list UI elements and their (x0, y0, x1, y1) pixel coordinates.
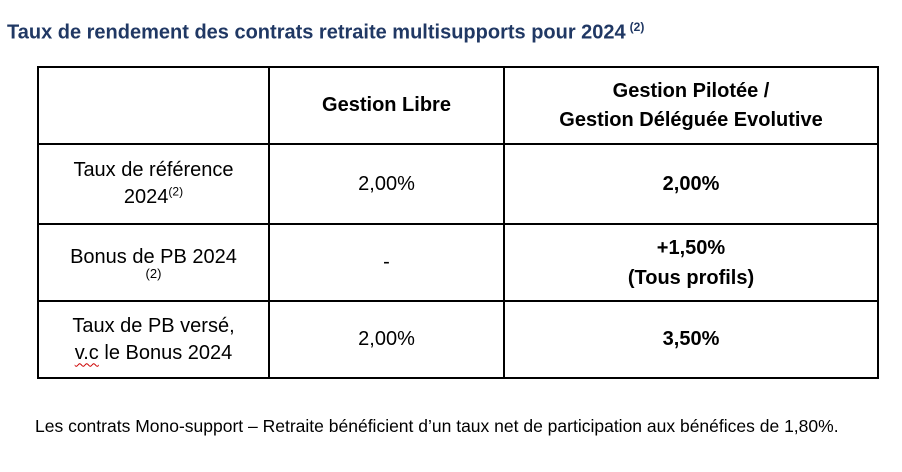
table-header-row: Gestion Libre Gestion Pilotée / Gestion … (37, 66, 879, 145)
row-label-line2-rest: le Bonus 2024 (104, 341, 233, 364)
row-label-line1: Taux de PB versé, (72, 314, 235, 337)
page-title: Taux de rendement des contrats retraite … (7, 20, 644, 45)
empty-corner-cell (37, 66, 270, 145)
row-label-taux-reference: Taux de référence 2024(2) (37, 143, 270, 225)
value-taux-reference-gestion-libre: 2,00% (268, 143, 505, 225)
row-label-line2: 2024 (123, 186, 169, 208)
value-bonus-line1: +1,50% (656, 236, 726, 259)
page-title-footnote-marker: (2) (629, 20, 645, 34)
column-header-gestion-pilotee: Gestion Pilotée / Gestion Déléguée Evolu… (503, 66, 879, 145)
row-label-line1: Bonus de PB 2024 (70, 246, 237, 268)
row-label-footnote-marker: (2) (145, 266, 162, 281)
row-label-taux-pb-verse: Taux de PB versé, v.c le Bonus 2024 (37, 300, 270, 379)
column-header-gestion-pilotee-line1: Gestion Pilotée / (612, 79, 770, 102)
table-row-taux-reference: Taux de référence 2024(2) 2,00% 2,00% (37, 143, 879, 225)
table-row-taux-pb-verse: Taux de PB versé, v.c le Bonus 2024 2,00… (37, 300, 879, 379)
page-title-text: Taux de rendement des contrats retraite … (7, 21, 626, 44)
footnote-text: Les contrats Mono-support – Retraite bén… (35, 415, 839, 436)
column-header-gestion-pilotee-line2: Gestion Déléguée Evolutive (559, 108, 823, 131)
value-taux-reference-gestion-pilotee: 2,00% (503, 143, 879, 225)
value-bonus-line2: (Tous profils) (627, 266, 755, 289)
row-label-footnote-marker: (2) (168, 184, 184, 199)
value-bonus-pb-gestion-libre: - (268, 223, 505, 302)
value-taux-pb-verse-gestion-pilotee: 3,50% (503, 300, 879, 379)
spellcheck-flagged-word: v.c (74, 341, 99, 364)
value-taux-pb-verse-gestion-libre: 2,00% (268, 300, 505, 379)
row-label-line1: Taux de référence (73, 159, 234, 181)
column-header-gestion-libre: Gestion Libre (268, 66, 505, 145)
row-label-bonus-pb: Bonus de PB 2024 (2) (37, 223, 270, 302)
rates-table: Gestion Libre Gestion Pilotée / Gestion … (37, 66, 879, 379)
table-row-bonus-pb: Bonus de PB 2024 (2) - +1,50% (Tous prof… (37, 223, 879, 302)
value-bonus-pb-gestion-pilotee: +1,50% (Tous profils) (503, 223, 879, 302)
